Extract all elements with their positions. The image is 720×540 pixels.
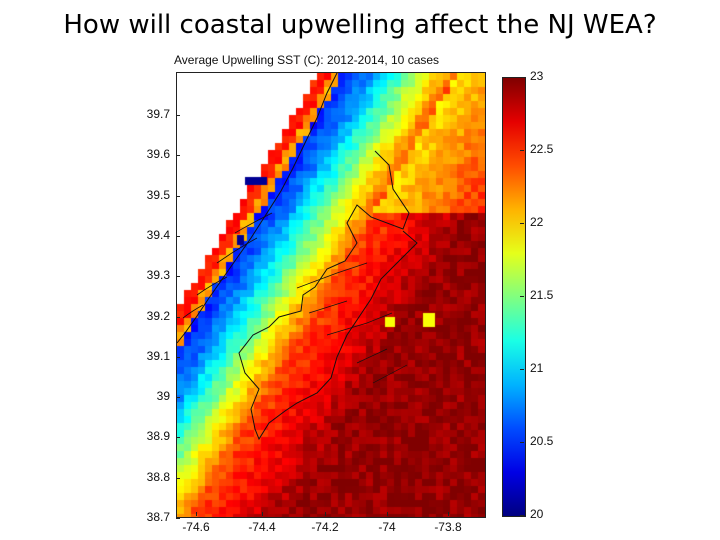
colorbar-tick [520,150,524,151]
y-tick-label: 39.4 [146,227,170,242]
y-tick-mark [176,276,180,278]
y-tick-mark [176,316,180,318]
colorbar-label: 21 [530,361,544,375]
x-tick-mark [448,512,449,516]
slide-title: How will coastal upwelling affect the NJ… [63,10,657,40]
x-tick-mark [196,512,197,516]
x-tick-label: -74 [378,520,396,534]
wea-lease-lines [296,262,408,384]
y-tick-label: 39.3 [146,268,170,283]
x-tick-mark [387,512,388,516]
colorbar-label: 22.5 [530,142,554,156]
x-tick-label: -74.6 [182,520,210,534]
y-tick-mark [176,397,180,399]
colorbar-tick [520,223,524,224]
y-tick-label: 38.8 [146,469,170,484]
sst-map [176,72,486,518]
y-tick-label: 39.2 [146,308,170,323]
colorbar-tick [520,77,524,78]
x-tick-mark [325,512,326,516]
y-tick-mark [176,235,180,237]
x-tick-mark [262,512,263,516]
y-tick-label: 39.1 [146,348,170,363]
sst-heatmap [177,73,485,517]
colorbar-label: 23 [530,69,544,83]
y-tick-label: 39 [156,389,170,404]
y-tick-mark [176,115,180,116]
map-outlines [177,73,418,441]
figure-title: Average Upwelling SST (C): 2012-2014, 10… [174,53,440,67]
y-tick-mark [176,518,180,519]
colorbar-tick [520,515,524,516]
y-tick-label: 38.9 [146,429,170,444]
colorbar-tick [520,296,524,297]
colorbar-tick [520,442,524,443]
bay-outline [182,212,273,319]
y-tick-label: 39.7 [146,107,170,121]
y-tick-mark [176,356,180,358]
wea-boundary [238,150,418,441]
y-tick-label: 39.5 [146,187,170,202]
colorbar-label: 21.5 [530,288,554,302]
colorbar-tick [520,369,524,370]
y-tick-mark [176,437,180,439]
y-tick-mark [176,477,180,479]
y-tick-label: 38.7 [146,510,170,524]
colorbar-label: 20.5 [530,434,554,448]
colorbar-label: 22 [530,215,544,229]
x-tick-label: -73.8 [434,520,462,534]
x-tick-label: -74.2 [311,520,339,534]
x-tick-label: -74.4 [248,520,276,534]
colorbar-label: 20 [530,507,544,521]
y-tick-mark [176,155,180,157]
coastline [177,73,338,344]
colorbar [502,77,526,517]
y-tick-label: 39.6 [146,147,170,162]
y-tick-mark [176,195,180,197]
